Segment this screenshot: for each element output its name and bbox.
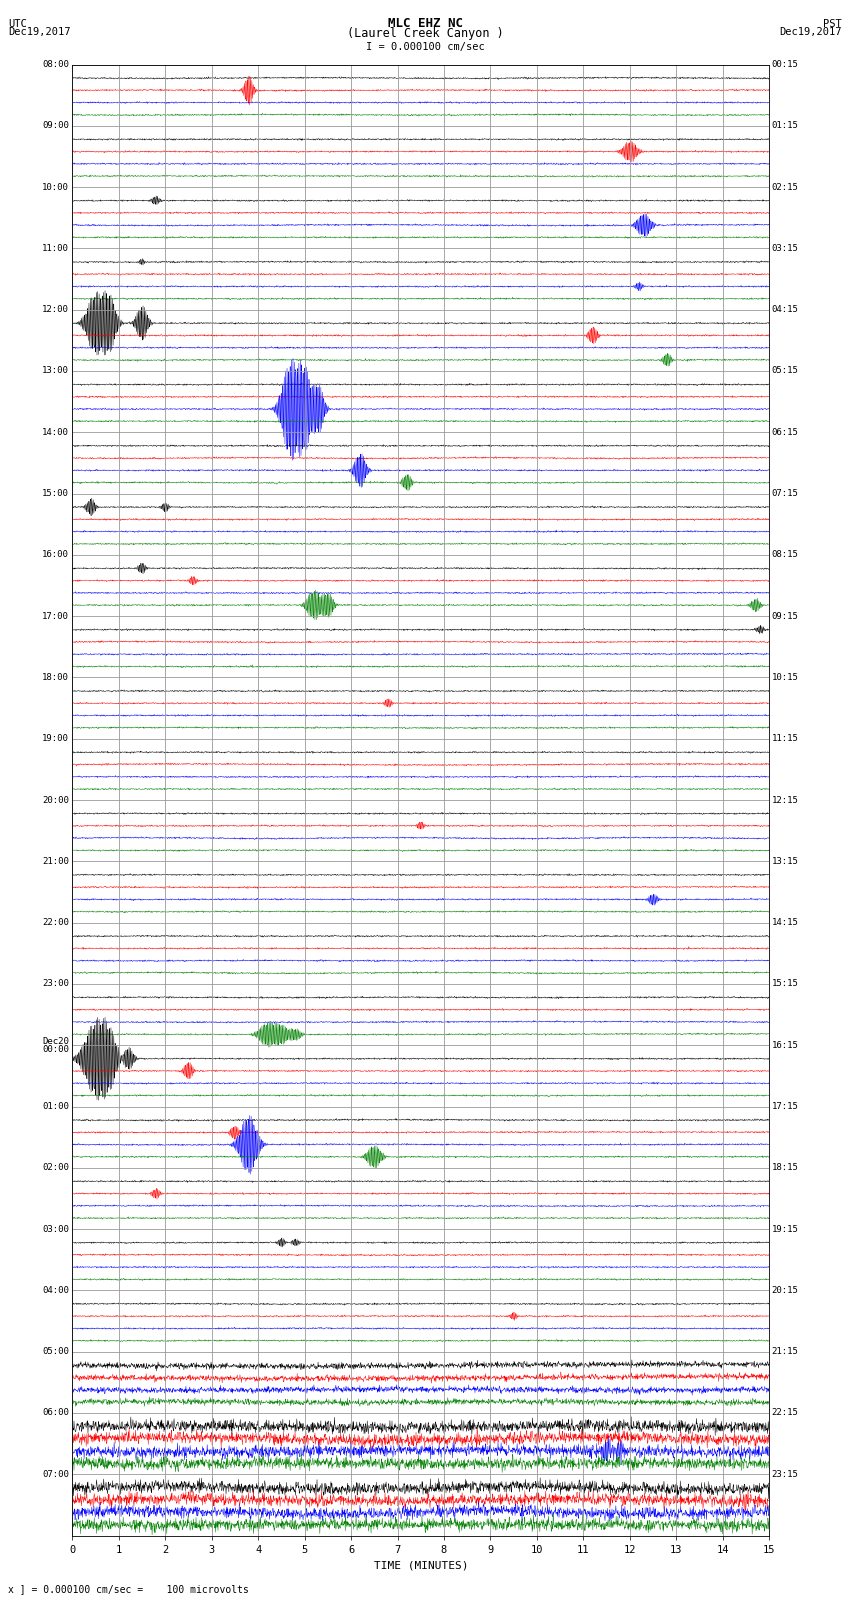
Text: 04:00: 04:00 [42,1286,69,1295]
Text: 07:15: 07:15 [772,489,798,498]
Text: 22:00: 22:00 [42,918,69,927]
Text: 17:00: 17:00 [42,611,69,621]
Text: 05:15: 05:15 [772,366,798,376]
Text: (Laurel Creek Canyon ): (Laurel Creek Canyon ) [347,27,503,40]
Text: 06:00: 06:00 [42,1408,69,1418]
Text: 10:15: 10:15 [772,673,798,682]
Text: 03:15: 03:15 [772,244,798,253]
Text: I = 0.000100 cm/sec: I = 0.000100 cm/sec [366,42,484,52]
Text: 15:15: 15:15 [772,979,798,989]
Text: 15:00: 15:00 [42,489,69,498]
Text: UTC: UTC [8,19,27,29]
Text: 17:15: 17:15 [772,1102,798,1111]
Text: Dec20
00:00: Dec20 00:00 [42,1037,69,1053]
Text: 10:00: 10:00 [42,182,69,192]
Text: 08:00: 08:00 [42,60,69,69]
Text: 02:15: 02:15 [772,182,798,192]
Text: 12:15: 12:15 [772,795,798,805]
Text: Dec19,2017: Dec19,2017 [8,27,71,37]
Text: Dec19,2017: Dec19,2017 [779,27,842,37]
Text: 11:00: 11:00 [42,244,69,253]
Text: 07:00: 07:00 [42,1469,69,1479]
Text: x ] = 0.000100 cm/sec =    100 microvolts: x ] = 0.000100 cm/sec = 100 microvolts [8,1584,249,1594]
Text: 12:00: 12:00 [42,305,69,315]
Text: 22:15: 22:15 [772,1408,798,1418]
Text: 05:00: 05:00 [42,1347,69,1357]
Text: 21:15: 21:15 [772,1347,798,1357]
Text: 18:00: 18:00 [42,673,69,682]
Text: 13:00: 13:00 [42,366,69,376]
Text: 20:15: 20:15 [772,1286,798,1295]
Text: 21:00: 21:00 [42,857,69,866]
Text: 16:00: 16:00 [42,550,69,560]
Text: 02:00: 02:00 [42,1163,69,1173]
Text: 19:00: 19:00 [42,734,69,744]
X-axis label: TIME (MINUTES): TIME (MINUTES) [373,1560,468,1569]
Text: 03:00: 03:00 [42,1224,69,1234]
Text: 23:15: 23:15 [772,1469,798,1479]
Text: 20:00: 20:00 [42,795,69,805]
Text: 04:15: 04:15 [772,305,798,315]
Text: 09:15: 09:15 [772,611,798,621]
Text: 08:15: 08:15 [772,550,798,560]
Text: 09:00: 09:00 [42,121,69,131]
Text: 13:15: 13:15 [772,857,798,866]
Text: 23:00: 23:00 [42,979,69,989]
Text: PST: PST [823,19,842,29]
Text: 01:00: 01:00 [42,1102,69,1111]
Text: 01:15: 01:15 [772,121,798,131]
Text: 18:15: 18:15 [772,1163,798,1173]
Text: 14:00: 14:00 [42,427,69,437]
Text: 14:15: 14:15 [772,918,798,927]
Text: 00:15: 00:15 [772,60,798,69]
Text: MLC EHZ NC: MLC EHZ NC [388,16,462,31]
Text: 19:15: 19:15 [772,1224,798,1234]
Text: 16:15: 16:15 [772,1040,798,1050]
Text: 06:15: 06:15 [772,427,798,437]
Text: 11:15: 11:15 [772,734,798,744]
